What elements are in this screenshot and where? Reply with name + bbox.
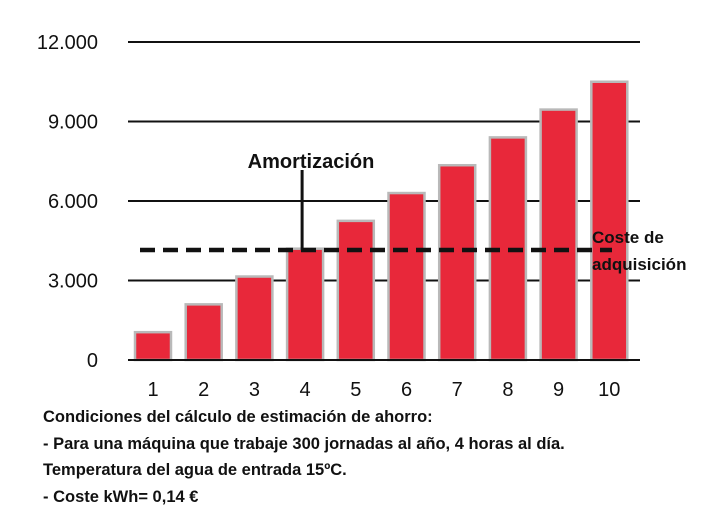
x-tick-label: 4: [300, 379, 311, 401]
acquisition-cost-label-line2: adquisición: [592, 255, 686, 274]
y-tick-label: 9.000: [48, 112, 98, 134]
x-axis-ticks: 1 2 3 4 5 6 7 8 9 10: [147, 379, 620, 401]
bar: [336, 219, 376, 362]
conditions-line-2: Temperatura del agua de entrada 15ºC.: [43, 461, 347, 479]
conditions-line-3: - Coste kWh= 0,14 €: [43, 487, 199, 506]
y-tick-label: 3.000: [48, 271, 98, 293]
x-tick-label: 6: [401, 379, 412, 401]
x-tick-label: 5: [350, 379, 361, 401]
bar: [184, 303, 223, 362]
bar: [590, 80, 629, 362]
bar: [133, 330, 173, 362]
y-tick-label: 6.000: [48, 191, 98, 213]
bar: [235, 275, 274, 362]
savings-bar-chart: 0 3.000 6.000 9.000 12.000 1 2 3 4 5 6 7 8 9 10 Amort…: [37, 32, 687, 401]
calculation-conditions: Condiciones del cálculo de estimación de…: [43, 404, 713, 510]
x-tick-label: 3: [249, 379, 260, 401]
bars: [133, 80, 629, 362]
x-tick-label: 1: [147, 379, 158, 401]
bar: [539, 108, 578, 362]
amortization-label: Amortización: [248, 151, 375, 173]
y-axis-ticks: 0 3.000 6.000 9.000 12.000: [37, 32, 98, 372]
y-tick-label: 12.000: [37, 32, 98, 54]
y-tick-label: 0: [87, 350, 98, 372]
x-tick-label: 10: [598, 379, 620, 401]
bar: [437, 163, 477, 362]
bar: [285, 247, 325, 362]
bar: [387, 191, 426, 362]
acquisition-cost-label-line1: Coste de: [592, 228, 664, 247]
x-tick-label: 7: [452, 379, 463, 401]
x-tick-label: 9: [553, 379, 564, 401]
x-tick-label: 2: [198, 379, 209, 401]
conditions-heading: Condiciones del cálculo de estimación de…: [43, 408, 433, 426]
x-tick-label: 8: [502, 379, 513, 401]
conditions-line-1: - Para una máquina que trabaje 300 jorna…: [43, 434, 565, 453]
